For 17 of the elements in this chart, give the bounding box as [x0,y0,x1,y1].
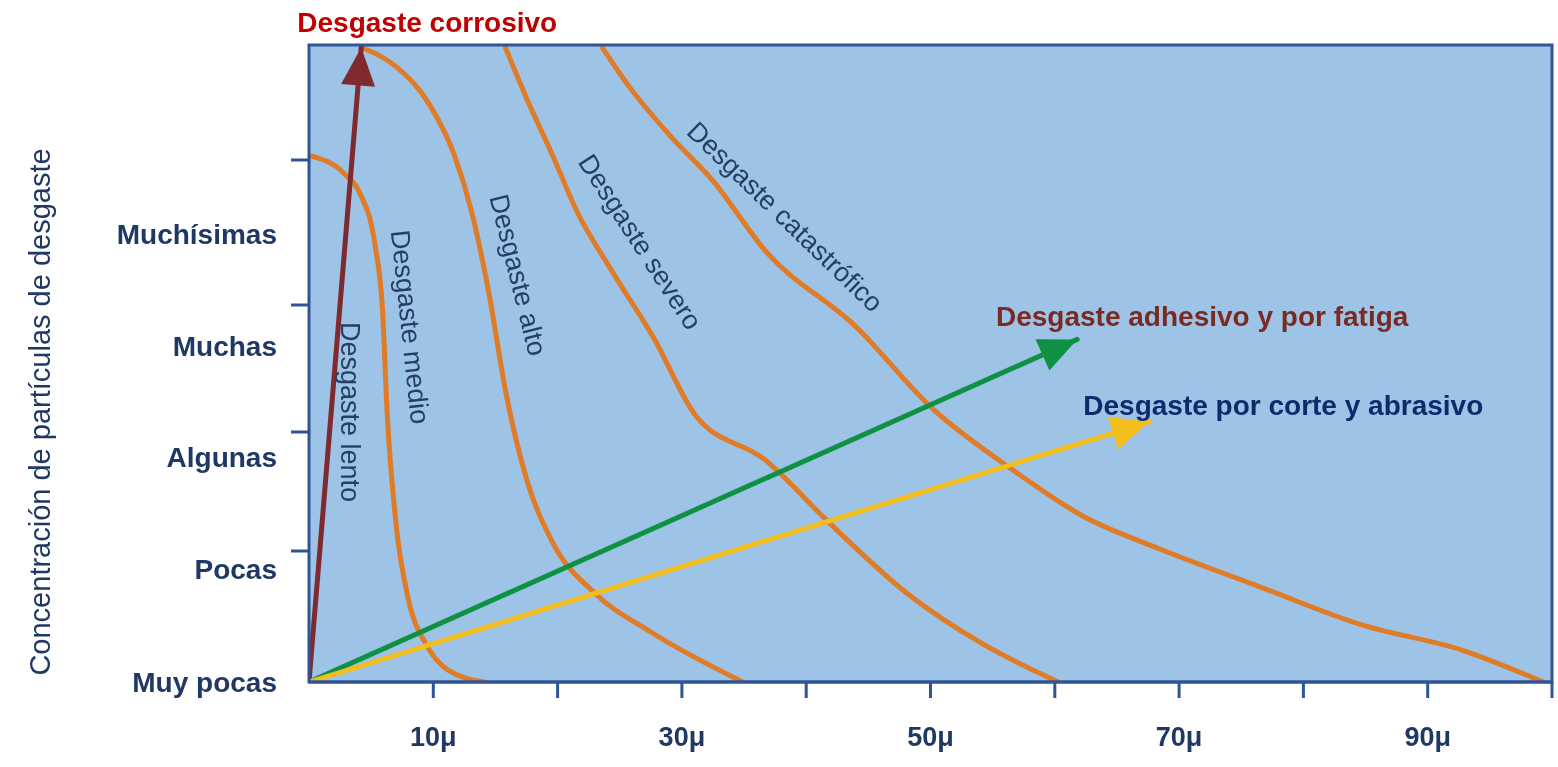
annotation: Desgaste lento [335,321,365,503]
x-tick-label: 50μ [907,722,954,752]
x-tick-label: 70μ [1155,722,1203,752]
text: Pocas [194,553,277,585]
annotation: Desgaste por corte y abrasivo [1083,390,1484,422]
text: Muy pocas [132,666,277,698]
x-tick-label: 10μ [410,722,457,752]
text: Algunas [166,441,277,473]
text: Concentración de partículas de desgaste [24,148,56,676]
annotation: Desgaste medio [384,228,436,426]
annotation: Desgaste alto [483,191,553,359]
text: Muchísimas [116,218,277,250]
x-tick-label: 30μ [658,722,706,752]
text: Muchas [172,330,277,362]
annotation: Desgaste corrosivo [297,7,558,39]
x-tick-label: 90μ [1404,722,1451,752]
annotation: Desgaste adhesivo y por fatiga [995,300,1409,332]
